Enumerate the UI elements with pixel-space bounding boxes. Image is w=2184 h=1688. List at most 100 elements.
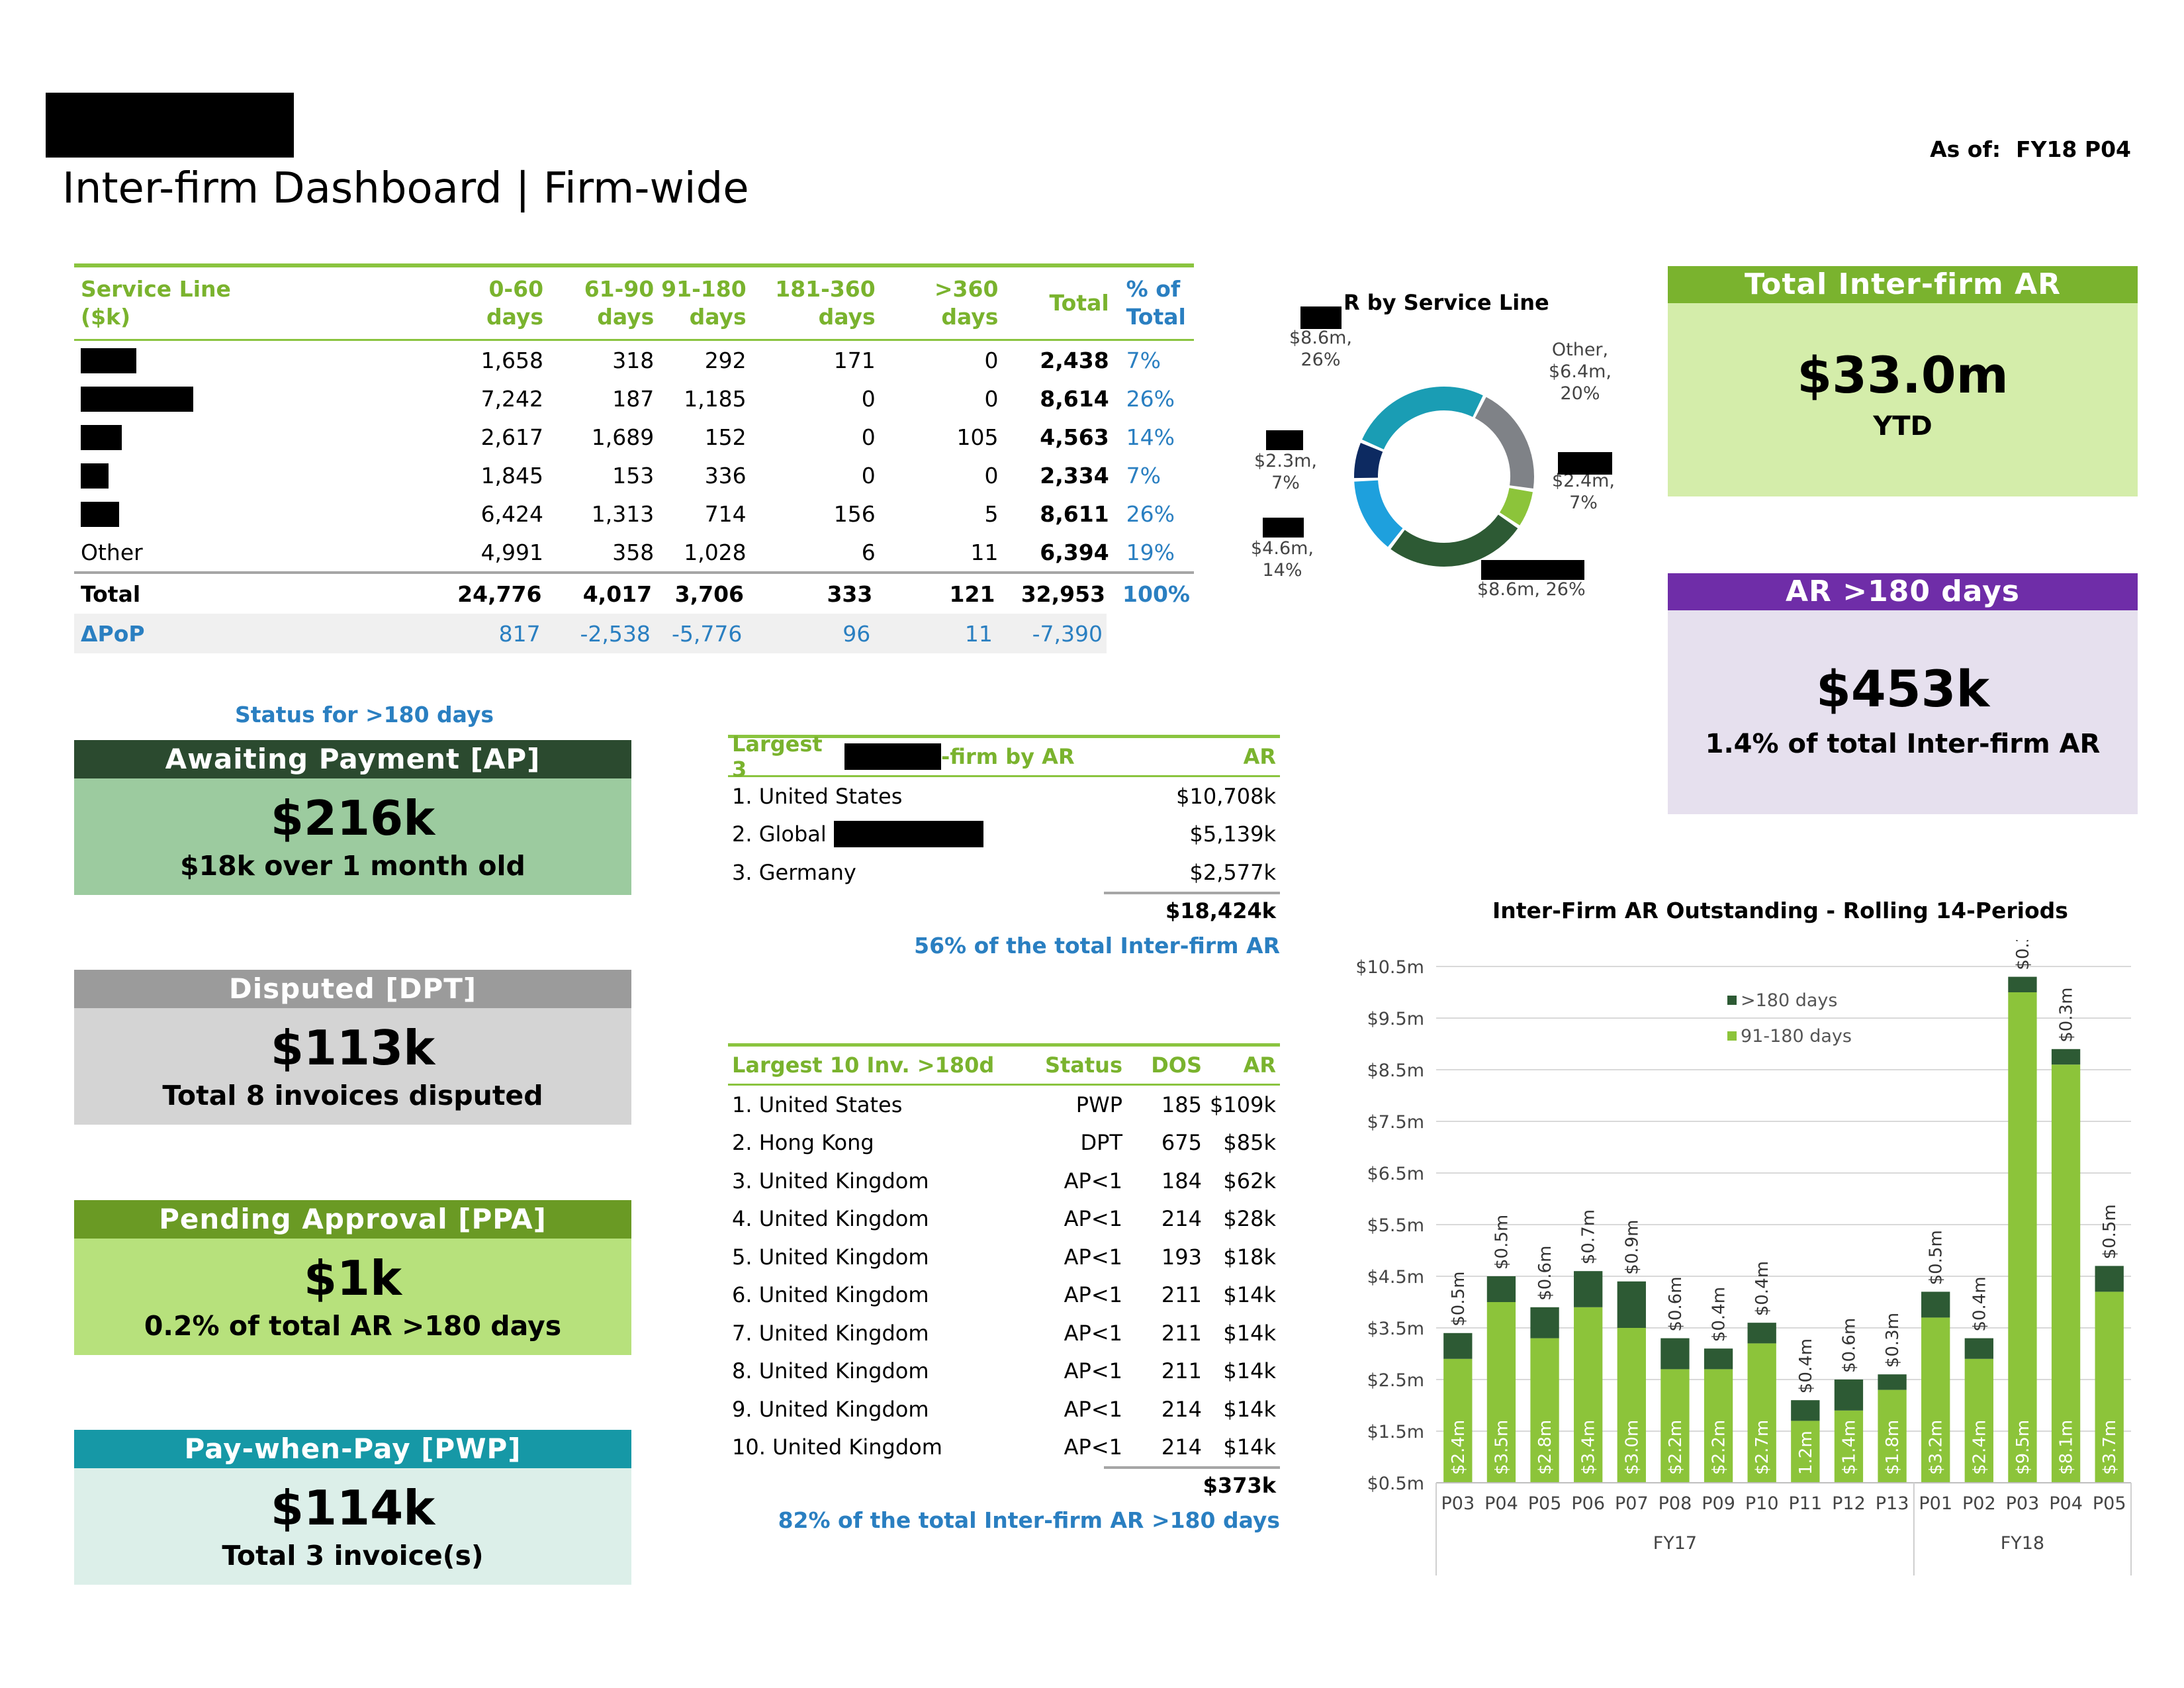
- donut-label-1: $8.6m, 26%: [1289, 328, 1353, 370]
- invoice-name: 9. United Kingdom: [732, 1396, 929, 1422]
- bar-over-180: [1878, 1374, 1907, 1390]
- header-360: >360: [934, 276, 999, 302]
- group-label: FY18: [2001, 1533, 2044, 1554]
- bar-91-180: [1486, 1302, 1516, 1483]
- cell-name: Other: [81, 539, 143, 565]
- pop-61-90: -2,538: [580, 620, 651, 647]
- header-360-days: days: [941, 304, 999, 330]
- cell-pct: 26%: [1126, 500, 1175, 527]
- invoice-status: AP<1: [1064, 1320, 1122, 1346]
- largest3-ar: $5,139k: [1189, 821, 1277, 847]
- cell-d0_60: 7,242: [480, 385, 544, 412]
- cell-pct: 7%: [1126, 347, 1161, 373]
- total-pct: 100%: [1122, 581, 1190, 607]
- table-header: Service Line ($k) 0-60 days 61-90 days 91-1…: [74, 267, 1194, 341]
- bar-91-180: [1443, 1358, 1473, 1483]
- invoice-status: AP<1: [1064, 1168, 1122, 1194]
- bar-label-91-180: $1.8m: [1883, 1420, 1903, 1475]
- invoice-dos: 214: [1161, 1206, 1202, 1232]
- invoice-name: 1. United States: [732, 1092, 903, 1117]
- largest3-head-ar: AR: [1243, 744, 1276, 769]
- largest3-name: 2. Global (: [732, 821, 842, 847]
- bar-label-over-180: $0.7m: [1579, 1209, 1599, 1264]
- bar-label-91-180: $3.2m: [1927, 1420, 1946, 1475]
- service-line-table: Service Line ($k) 0-60 days 61-90 days 91-1…: [74, 263, 1194, 653]
- y-tick-label: $10.5m: [1355, 957, 1424, 978]
- largest10-header: Largest 10 Inv. >180d Status DOS AR: [728, 1047, 1280, 1086]
- bar-91-180: [1530, 1338, 1559, 1483]
- status-card-pwp: Pay-when-Pay [PWP] $114k Total 3 invoice…: [74, 1430, 631, 1585]
- bar-over-180: [1574, 1271, 1603, 1307]
- total-ar-value: $33.0m: [1797, 346, 2009, 404]
- bar-over-180: [1486, 1276, 1516, 1302]
- header-0-60: 0-60: [488, 276, 544, 302]
- cell-d360: 5: [984, 500, 999, 527]
- invoice-ar: $109k: [1210, 1092, 1276, 1117]
- table-row: Other 4,991 358 1,028 6 11 6,394 19%: [74, 533, 1194, 571]
- dpt-sub: Total 8 invoices disputed: [162, 1080, 543, 1111]
- bar-91-180: [1964, 1358, 1993, 1483]
- total-91-180: 3,706: [674, 581, 745, 607]
- redacted-service-name: [81, 463, 109, 489]
- cell-d0_60: 1,845: [480, 462, 544, 489]
- redacted-service-name: [81, 348, 136, 374]
- invoice-dos: 211: [1161, 1320, 1202, 1346]
- invoice-name: 5. United Kingdom: [732, 1244, 929, 1270]
- page-title: Inter-firm Dashboard | Firm-wide: [62, 164, 749, 213]
- ar180-value: $453k: [1815, 659, 1990, 718]
- pop-0-60: 817: [498, 620, 541, 647]
- invoice-name: 7. United Kingdom: [732, 1320, 929, 1346]
- cell-d181_360: 6: [861, 539, 876, 565]
- redacted-donut-name-2: [1263, 518, 1304, 538]
- table-top-rule: [74, 263, 1194, 267]
- cell-d61_90: 318: [612, 347, 655, 373]
- y-tick-label: $3.5m: [1367, 1319, 1424, 1339]
- cell-d91_180: 152: [704, 424, 747, 450]
- cell-d181_360: 171: [833, 347, 876, 373]
- bar-label-91-180: $1.4m: [1839, 1420, 1859, 1475]
- donut-label-6: $2.3m, 7%: [1254, 451, 1318, 493]
- total-ar-sub: YTD: [1873, 411, 1933, 442]
- ar180-sub: 1.4% of total Inter-firm AR: [1705, 729, 2101, 759]
- largest10-head-dos: DOS: [1151, 1053, 1202, 1078]
- y-tick-label: $7.5m: [1367, 1112, 1424, 1133]
- bar-label-over-180: $0.6m: [1839, 1318, 1859, 1373]
- redacted-donut-name-1: [1266, 430, 1303, 450]
- total-0-60: 24,776: [457, 581, 542, 607]
- cell-d0_60: 6,424: [480, 500, 544, 527]
- pop-total: -7,390: [1032, 620, 1103, 647]
- donut-chart: [1354, 387, 1534, 567]
- largest10-table: Largest 10 Inv. >180d Status DOS AR 1. U…: [728, 1043, 1280, 1533]
- pop-91-180: -5,776: [672, 620, 743, 647]
- bar-91-180: [1834, 1410, 1864, 1483]
- list-item: 1. United States $10,708k: [728, 777, 1280, 816]
- redacted-donut-name-3: [1558, 452, 1612, 475]
- x-tick-label: P03: [1441, 1493, 1475, 1514]
- x-tick-label: P05: [1528, 1493, 1562, 1514]
- bar-over-180: [2095, 1266, 2124, 1292]
- list-item: 2. Global ( $5,139k: [728, 816, 1280, 854]
- invoice-dos: 193: [1161, 1244, 1202, 1270]
- cell-d91_180: 1,185: [684, 385, 747, 412]
- invoice-dos: 675: [1161, 1130, 1202, 1156]
- invoice-name: 4. United Kingdom: [732, 1206, 929, 1232]
- x-tick-label: P09: [1702, 1493, 1735, 1514]
- bar-label-91-180: $3.4m: [1579, 1420, 1599, 1475]
- x-tick-label: P13: [1876, 1493, 1909, 1514]
- cell-total: 8,614: [1040, 385, 1109, 412]
- donut-slice: [1499, 487, 1533, 526]
- cell-d91_180: 292: [704, 347, 747, 373]
- donut-label-2: Other, $6.4m, 20%: [1549, 340, 1612, 404]
- bar-over-180: [1617, 1281, 1646, 1328]
- x-tick-label: P02: [1962, 1493, 1996, 1514]
- bar-label-over-180: $0.5m: [1927, 1230, 1946, 1285]
- invoice-ar: $28k: [1223, 1206, 1276, 1232]
- redacted-logo: [46, 93, 294, 158]
- invoice-ar: $14k: [1223, 1396, 1276, 1422]
- dpt-value: $113k: [270, 1020, 435, 1076]
- largest10-note: 82% of the total Inter-firm AR >180 days: [778, 1507, 1280, 1533]
- x-tick-label: P10: [1745, 1493, 1779, 1514]
- y-tick-label: $8.5m: [1367, 1060, 1424, 1081]
- invoice-dos: 184: [1161, 1168, 1202, 1194]
- y-tick-label: $4.5m: [1367, 1267, 1424, 1288]
